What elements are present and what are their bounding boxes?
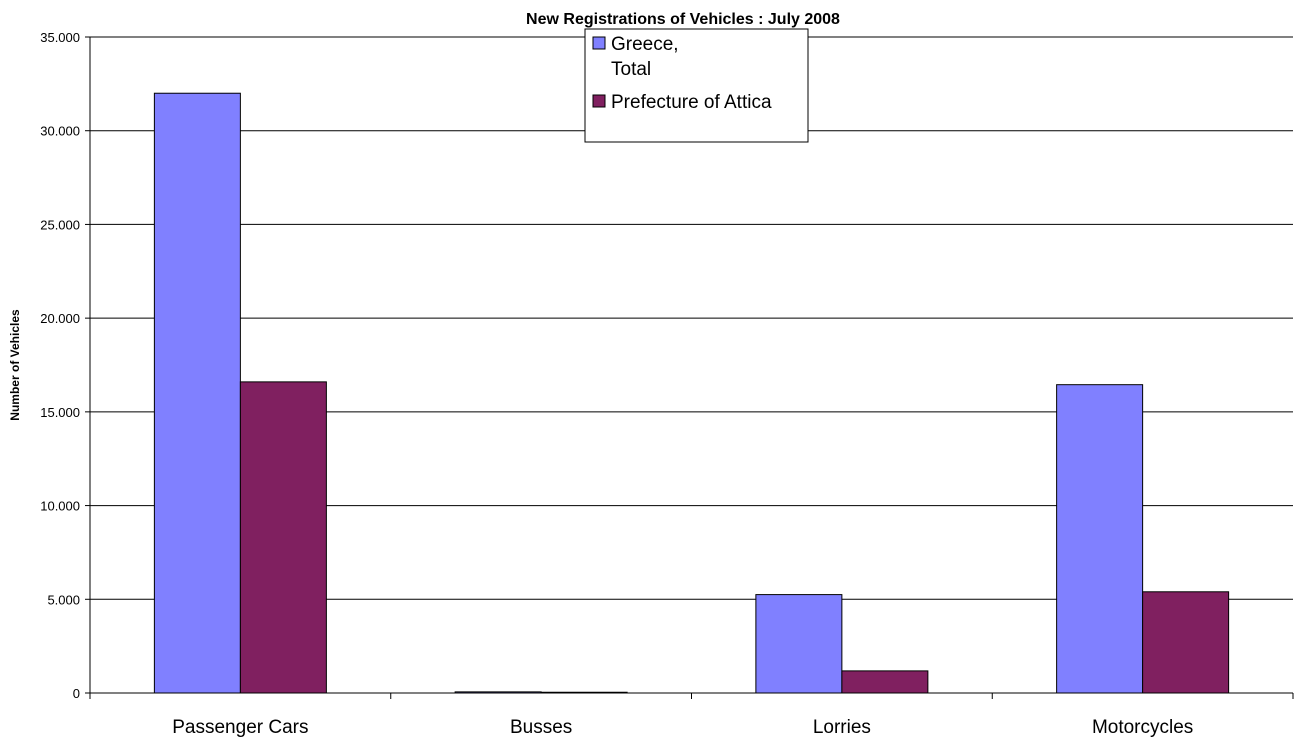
- y-tick-label: 15.000: [40, 405, 80, 420]
- bar: [1142, 591, 1230, 694]
- y-tick-labels: 0 5.000 10.000 15.000 20.000 25.000 30.000 35.0…: [40, 30, 80, 701]
- x-tick-label: Motorcycles: [1092, 717, 1193, 738]
- y-tick-label: 0: [73, 686, 80, 701]
- x-tick-label: Lorries: [813, 717, 871, 738]
- axes: [85, 36, 1294, 699]
- legend-label: Prefecture of Attica: [611, 92, 772, 113]
- bar: [841, 670, 929, 694]
- x-tick-label: Busses: [510, 717, 572, 738]
- y-tick-label: 30.000: [40, 124, 80, 139]
- y-tick-label: 10.000: [40, 499, 80, 514]
- legend-swatch: [592, 94, 606, 108]
- bar: [153, 92, 241, 694]
- legend: Greece, Total Prefecture of Attica: [584, 28, 809, 143]
- bar: [239, 381, 327, 694]
- y-tick-label: 20.000: [40, 311, 80, 326]
- legend-label: Greece, Total: [611, 34, 679, 80]
- y-tick-label: 25.000: [40, 217, 80, 232]
- x-tick-labels: Passenger Cars Busses Lorries Motorcycles: [172, 717, 1193, 738]
- bars: [153, 92, 1230, 694]
- chart-title: New Registrations of Vehicles : July 200…: [526, 11, 840, 28]
- bar: [1056, 384, 1144, 694]
- legend-box: [584, 28, 809, 143]
- y-axis-title: Number of Vehicles: [8, 309, 22, 421]
- y-tick-label: 5.000: [47, 592, 80, 607]
- bar: [755, 594, 843, 694]
- x-tick-label: Passenger Cars: [172, 717, 308, 738]
- y-tick-label: 35.000: [40, 30, 80, 45]
- legend-swatch: [592, 36, 606, 50]
